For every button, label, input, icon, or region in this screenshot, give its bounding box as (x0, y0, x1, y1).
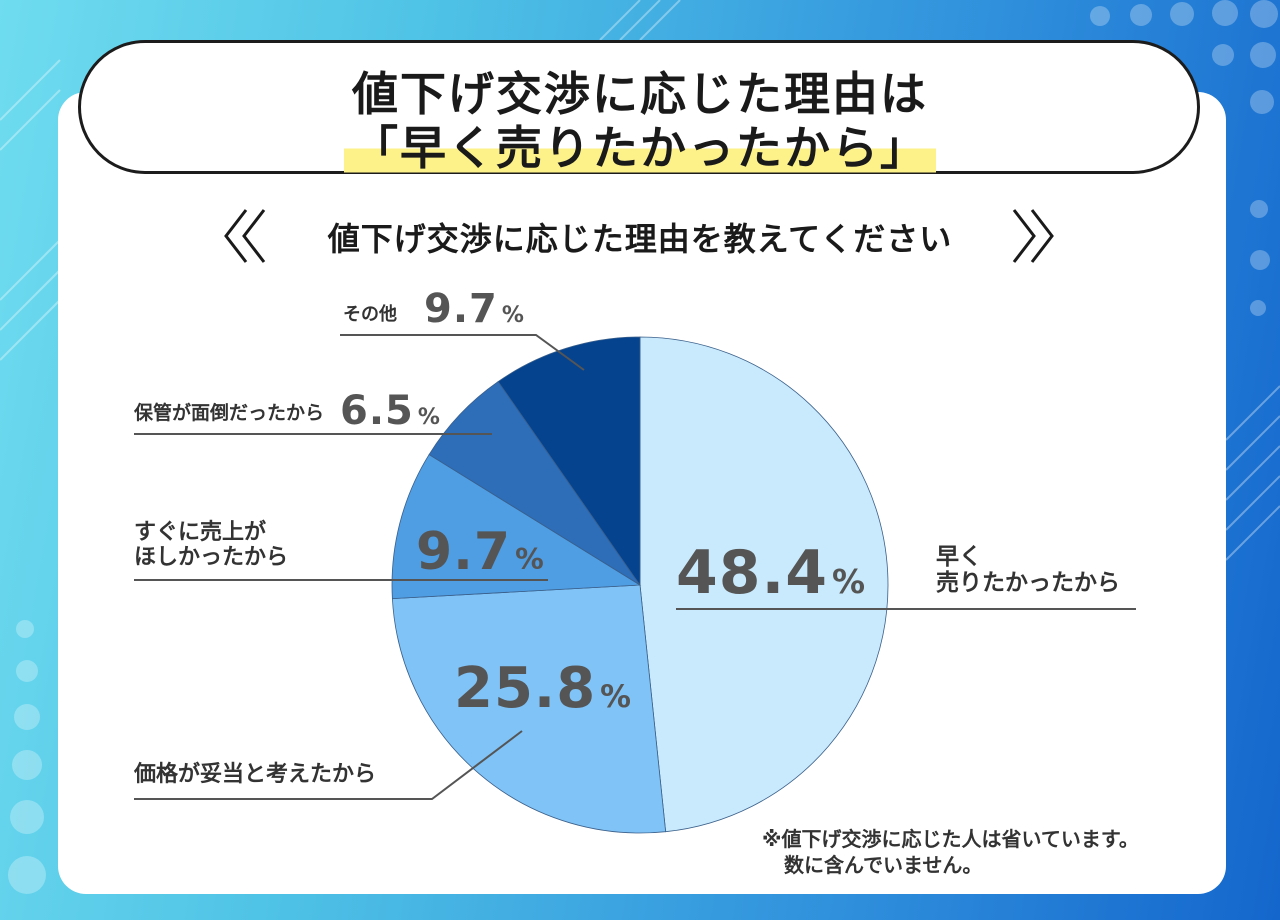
slice-value-unit: % (417, 405, 440, 430)
slice-value-number: 9.7 (424, 286, 498, 332)
slice-label-line: 早く (936, 544, 982, 570)
slice-value-1: 25.8% (454, 656, 631, 721)
slice-label-0: 早く 売りたかったから (936, 544, 1120, 596)
slice-kakaku (391, 584, 667, 834)
slice-sugu (391, 453, 642, 600)
slice-label-4: その他 (343, 304, 397, 325)
slice-label-line: すぐに売上が (134, 520, 267, 545)
double-chevron-right-icon (1012, 209, 1054, 263)
question-subtitle: 値下げ交渉に応じた理由を教えてください (327, 220, 953, 258)
slice-sonota (497, 336, 641, 587)
slice-label-line: ほしかったから (134, 545, 289, 570)
page-title-highlight: 「早く売りたかったから」 (344, 112, 936, 178)
slice-value-4: 9.7% (424, 286, 524, 332)
slice-value-number: 25.8 (454, 656, 597, 721)
slice-value-2: 9.7% (416, 522, 544, 582)
slice-label-3: 保管が面倒だったから (134, 402, 324, 424)
slice-value-number: 48.4 (676, 538, 829, 608)
leader-line-kakaku (134, 730, 523, 800)
slice-label-1: 価格が妥当と考えたから (134, 762, 376, 787)
slice-label-2: すぐに売上が ほしかったから (134, 520, 288, 570)
slice-value-unit: % (515, 542, 544, 576)
double-chevron-left-icon (224, 209, 266, 263)
slice-label-line: その他 (343, 304, 397, 325)
slice-value-unit: % (832, 562, 866, 601)
slice-value-unit: % (501, 303, 524, 328)
slice-label-line: 価格が妥当と考えたから (134, 762, 377, 787)
slice-value-number: 9.7 (416, 522, 512, 582)
slice-value-unit: % (600, 679, 632, 715)
footnote-line-2: 数に含んでいません。 (784, 853, 983, 877)
slice-value-0: 48.4% (676, 538, 865, 608)
footnote-line-1: ※値下げ交渉に応じた人は省いています。 (762, 827, 1139, 851)
slice-label-line: 保管が面倒だったから (134, 402, 325, 424)
slice-hayaku (639, 336, 889, 833)
slice-value-3: 6.5% (340, 388, 440, 434)
footnote: ※値下げ交渉に応じた人は省いています。 数に含んでいません。 (762, 826, 1139, 878)
leader-line-sonota (340, 334, 585, 371)
slice-value-number: 6.5 (340, 388, 414, 434)
slice-label-line: 売りたかったから (936, 570, 1120, 596)
